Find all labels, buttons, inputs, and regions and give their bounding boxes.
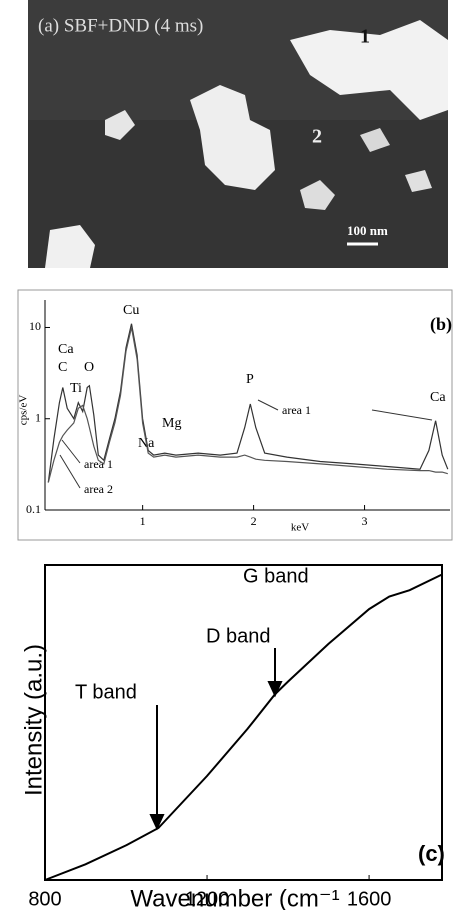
x-tick-label: 1200 <box>185 888 230 910</box>
connector <box>61 439 81 464</box>
annotation: Cu <box>123 303 139 318</box>
caption: (a) SBF+DND (4 ms) <box>38 15 203 36</box>
series-label: area 1 <box>84 457 113 471</box>
blob <box>360 128 390 152</box>
arrow-head <box>267 681 283 698</box>
panel-frame <box>17 289 453 541</box>
panel-label: (c) <box>418 841 445 866</box>
blob <box>190 85 275 190</box>
arrow-head <box>149 814 165 831</box>
micrograph: (a) SBF+DND (4 ms) 1 2 100 nm <box>28 0 448 268</box>
scale-label: 100 nm <box>347 223 388 238</box>
blob <box>300 180 335 210</box>
annotation: G band <box>243 565 309 587</box>
x-tick-label: 2 <box>251 514 257 528</box>
series-line <box>47 327 448 483</box>
blob <box>45 225 95 268</box>
y-axis-label: Intensity (a.u.) <box>20 644 47 796</box>
panel-label: (b) <box>430 314 452 335</box>
x-tick-label: 1 <box>140 514 146 528</box>
blob <box>405 170 432 192</box>
series-label: area 2 <box>84 482 113 496</box>
annotation: D band <box>206 625 271 647</box>
x-tick-label: 3 <box>362 514 368 528</box>
blob <box>290 20 448 120</box>
annotation: Ti <box>70 381 82 396</box>
connector <box>371 409 433 421</box>
x-axis-label: Wavenumber (cm⁻¹ <box>130 885 339 910</box>
x-tick-label: 800 <box>28 888 61 910</box>
x-tick-label: 1600 <box>347 888 392 910</box>
series-label: area 1 <box>282 403 311 417</box>
series-line <box>44 573 443 881</box>
y-tick-label: 10 <box>29 319 41 333</box>
annotation: Ca <box>58 342 74 357</box>
connector <box>59 454 81 489</box>
annotation: P <box>246 372 254 387</box>
annotation: C <box>58 360 67 375</box>
x-axis-label: keV <box>291 522 309 534</box>
y-tick-label: 1 <box>35 410 41 424</box>
region-label: 2 <box>312 126 322 148</box>
annotation: Mg <box>162 416 181 431</box>
y-tick-label: 0.1 <box>26 502 41 516</box>
connector <box>257 399 279 411</box>
y-axis-label: cps/eV <box>18 395 30 426</box>
annotation: Ca <box>430 390 446 405</box>
annotation: T band <box>75 681 137 703</box>
region-label: 1 <box>360 26 370 48</box>
annotation: O <box>84 360 94 375</box>
plot-frame <box>44 564 443 881</box>
blob <box>105 110 135 140</box>
